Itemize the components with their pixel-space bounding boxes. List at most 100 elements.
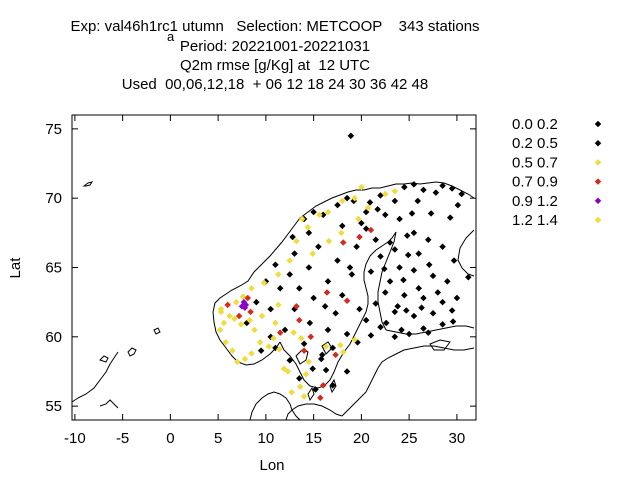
legend-entry-label: 1.2 1.4 <box>512 212 558 229</box>
x-tick-label: 30 <box>449 430 466 447</box>
station-point <box>329 344 337 352</box>
station-point <box>220 319 228 327</box>
legend-entry-label: 0.2 0.5 <box>512 135 558 152</box>
station-point <box>276 284 284 292</box>
station-point <box>325 237 333 245</box>
station-point <box>275 345 283 353</box>
station-point <box>241 304 249 312</box>
legend-marker <box>594 159 602 166</box>
station-point <box>257 347 265 355</box>
x-axis-ticks: -10 -5 0 5 10 15 20 25 30 <box>64 115 465 447</box>
station-point <box>358 219 365 227</box>
station-point <box>233 358 241 366</box>
station-point <box>316 394 324 402</box>
station-point <box>272 319 279 327</box>
station-point <box>334 201 341 209</box>
x-axis-label: Lon <box>259 457 284 474</box>
station-point <box>425 261 433 269</box>
station-point <box>295 284 303 292</box>
station-point <box>300 340 308 348</box>
x-tick-label: 0 <box>166 430 174 447</box>
title-line-variable: Q2m rmse [g/Kg] at 12 UTC <box>179 57 371 74</box>
station-point <box>222 339 230 346</box>
station-point <box>356 305 363 313</box>
station-point <box>415 284 423 292</box>
station-point <box>338 222 346 230</box>
station-point <box>351 194 359 202</box>
station-point <box>321 302 329 310</box>
station-point <box>334 257 341 264</box>
title-subscript: a <box>167 29 175 44</box>
station-point <box>251 326 258 334</box>
station-point <box>260 279 268 287</box>
x-tick-label: 15 <box>305 430 322 447</box>
station-point <box>343 194 351 202</box>
x-tick-label: 25 <box>401 430 418 447</box>
station-point <box>235 312 243 320</box>
station-point <box>381 289 389 296</box>
station-point <box>391 308 399 316</box>
station-point <box>256 339 264 346</box>
station-point <box>391 187 399 195</box>
station-point <box>295 316 303 324</box>
station-point <box>346 264 354 271</box>
station-point <box>420 186 427 194</box>
station-point <box>296 383 304 391</box>
station-point <box>386 278 394 285</box>
station-point <box>439 182 446 190</box>
station-point <box>391 246 399 253</box>
legend: 0.0 0.2 0.2 0.5 0.5 0.7 0.7 0.9 0.9 1.2 1.2 1… <box>512 116 602 229</box>
station-point <box>267 305 275 313</box>
station-point <box>410 312 418 320</box>
station-point <box>310 294 317 302</box>
station-point <box>323 289 331 296</box>
station-point <box>298 215 306 223</box>
y-axis-ticks: 55 60 65 70 75 <box>45 121 476 415</box>
station-point <box>338 197 346 205</box>
station-point <box>353 243 360 251</box>
station-point <box>377 253 384 260</box>
station-point <box>322 343 330 350</box>
station-point <box>305 264 313 271</box>
station-point <box>317 355 325 363</box>
station-point <box>377 192 384 199</box>
station-point <box>420 294 427 302</box>
station-point <box>305 358 313 366</box>
station-point <box>276 329 284 337</box>
station-point <box>229 347 236 355</box>
legend-entry-label: 0.9 1.2 <box>512 193 558 210</box>
plot-frame <box>71 114 477 421</box>
station-point <box>358 183 365 191</box>
station-point <box>318 351 326 359</box>
station-point <box>248 284 255 292</box>
station-point <box>439 320 446 328</box>
station-point <box>404 251 412 259</box>
station-point <box>324 208 332 216</box>
station-point <box>332 351 339 359</box>
station-point <box>402 307 410 314</box>
station-point <box>309 250 317 257</box>
station-point <box>372 236 380 244</box>
y-tick-label: 70 <box>45 190 62 207</box>
station-point <box>216 326 224 334</box>
station-point <box>391 197 399 205</box>
station-point <box>316 211 323 219</box>
station-point <box>356 233 363 241</box>
y-tick-label: 65 <box>45 260 62 277</box>
station-point <box>274 271 282 278</box>
station-point <box>448 185 456 192</box>
station-point <box>265 343 273 350</box>
station-point <box>300 347 308 355</box>
station-point <box>343 368 351 375</box>
station-point <box>449 318 457 325</box>
station-point <box>290 329 297 337</box>
station-point <box>439 298 446 306</box>
station-point <box>319 381 327 389</box>
station-point <box>391 333 399 341</box>
station-point <box>239 293 247 300</box>
station-point <box>258 312 266 320</box>
station-point <box>226 312 233 320</box>
station-point <box>307 333 315 341</box>
station-point <box>306 319 314 327</box>
x-tick-label: -10 <box>64 430 86 447</box>
